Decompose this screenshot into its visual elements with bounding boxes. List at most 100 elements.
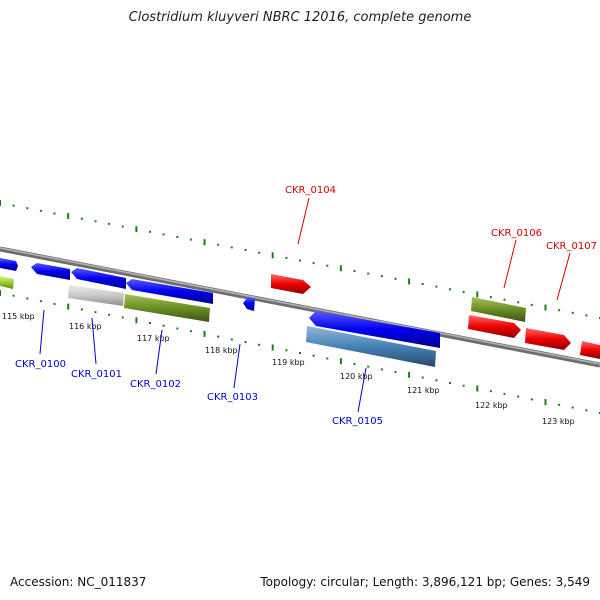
outer-ring-dot (135, 226, 138, 233)
outer-ring-dot (571, 311, 574, 314)
outer-ring-dot (503, 298, 506, 301)
map-title: Clostridium kluyveri NBRC 12016, complet… (128, 10, 472, 25)
outer-ring-dot (230, 246, 233, 249)
scale-ring-dot (585, 409, 588, 412)
scale-ring-dot (271, 344, 274, 351)
gene-labels: CKR_0100 CKR_0101 CKR_0102 CKR_0103 CKR_… (15, 185, 597, 427)
gene-box-lime-partial[interactable] (0, 276, 14, 289)
outer-ring-dot (394, 277, 397, 280)
scale-ring-dot (39, 300, 42, 303)
tick-label: 118 kbp (205, 346, 238, 355)
scale-ring-dot (476, 385, 479, 392)
gene-arrow-CKR_0100[interactable] (31, 263, 70, 280)
scale-ring-dot (80, 308, 83, 311)
callout-line-CKR_0100 (39, 309, 45, 355)
outer-ring-dot (312, 262, 315, 265)
gene-label[interactable]: CKR_0102 (130, 379, 181, 390)
scale-ring-dot (108, 313, 111, 316)
scale-ring-dot (380, 368, 383, 371)
scale-ring-dot (12, 294, 15, 297)
gene-arrow-CKR_0105[interactable] (309, 311, 440, 348)
outer-ring-dot (408, 278, 411, 285)
outer-ring-dot (435, 285, 438, 288)
scale-ring-dot (67, 303, 70, 310)
outer-ring-dot (39, 209, 42, 212)
scale-ring-dot (367, 365, 370, 368)
outer-dotted-ring (0, 200, 600, 319)
outer-ring-dot (26, 207, 29, 210)
gene-label[interactable]: CKR_0106 (491, 228, 542, 239)
scale-ring-dot (53, 302, 56, 305)
scale-ring-dot (26, 297, 29, 300)
callout-line-CKR_0107 (556, 252, 571, 301)
scale-ring-dot (176, 327, 179, 330)
scale-ring-dot (258, 343, 261, 346)
outer-ring-dot (271, 252, 274, 259)
scale-ring-dot (544, 399, 547, 406)
scale-ring-dot (558, 403, 561, 406)
gene-box-CKR_0106[interactable] (471, 297, 526, 322)
gene-label[interactable]: CKR_0105 (332, 416, 383, 427)
genome-backbone-highlight (0, 247, 600, 365)
genome-summary-text: Topology: circular; Length: 3,896,121 bp… (260, 575, 590, 589)
tick-label: 120 kbp (340, 372, 373, 381)
gene-arrow-partial-right[interactable] (580, 341, 600, 359)
gene-box-gray[interactable] (68, 285, 124, 306)
gene-arrow-CKR_0102[interactable] (126, 279, 213, 304)
outer-ring-dot (285, 256, 288, 259)
outer-ring-dot (12, 204, 15, 207)
gene-label[interactable]: CKR_0101 (71, 369, 122, 380)
outer-ring-dot (162, 233, 165, 236)
scale-ring-dot (189, 330, 192, 333)
scale-ring-dot (162, 324, 165, 327)
scale-ring-dot (408, 371, 411, 378)
tick-label: 119 kbp (272, 358, 305, 367)
scale-ring-dot (339, 358, 342, 365)
outer-ring-dot (421, 283, 424, 285)
tick-label: 115 kbp (2, 312, 35, 321)
callout-line-CKR_0104 (297, 197, 310, 245)
outer-ring-dot (585, 314, 588, 317)
gene-arrow-CKR_0106-red[interactable] (468, 315, 521, 338)
gene-callouts (39, 197, 571, 413)
outer-ring-dot (558, 309, 561, 312)
scale-ring-dot (489, 390, 492, 393)
gene-label[interactable]: CKR_0100 (15, 359, 66, 370)
scale-ring-dot (517, 395, 520, 398)
scale-ring-dot (244, 341, 247, 344)
gene-arrow-partial-left[interactable] (0, 258, 18, 271)
scale-ring-dot (353, 362, 356, 365)
callout-line-CKR_0102 (155, 329, 163, 375)
outer-ring-dot (544, 304, 547, 311)
gene-arrow-CKR_0104[interactable] (271, 274, 311, 294)
gene-arrow-CKR_0103[interactable] (243, 297, 255, 311)
scale-ring-dot (530, 398, 533, 401)
scale-ring-dot (149, 322, 151, 324)
outer-ring-dot (367, 272, 370, 275)
scale-ring-dot (326, 357, 329, 360)
outer-ring-dot (203, 239, 206, 246)
outer-ring-dot (217, 243, 220, 246)
gene-arrow-CKR_0107[interactable] (525, 328, 571, 350)
tick-label: 122 kbp (475, 401, 508, 410)
callout-line-CKR_0103 (233, 343, 241, 389)
outer-ring-dot (149, 230, 151, 233)
scale-ring-dot (230, 338, 233, 341)
outer-ring-dot (353, 270, 356, 272)
scale-ring-dot (121, 316, 124, 319)
gene-arrow-CKR_0101[interactable] (71, 268, 126, 289)
gene-label[interactable]: CKR_0107 (546, 241, 597, 252)
tick-label: 121 kbp (407, 386, 440, 395)
outer-ring-dot (53, 212, 56, 215)
gene-label[interactable]: CKR_0104 (285, 185, 336, 196)
outer-ring-dot (176, 236, 179, 238)
outer-ring-dot (530, 303, 533, 306)
outer-ring-dot (0, 200, 1, 206)
gene-box-steelblue[interactable] (306, 326, 436, 367)
outer-ring-dot (339, 265, 342, 272)
outer-ring-dot (108, 222, 111, 225)
gene-label[interactable]: CKR_0103 (207, 392, 258, 403)
callout-line-CKR_0105 (357, 367, 367, 413)
gene-box-olive[interactable] (124, 294, 210, 322)
